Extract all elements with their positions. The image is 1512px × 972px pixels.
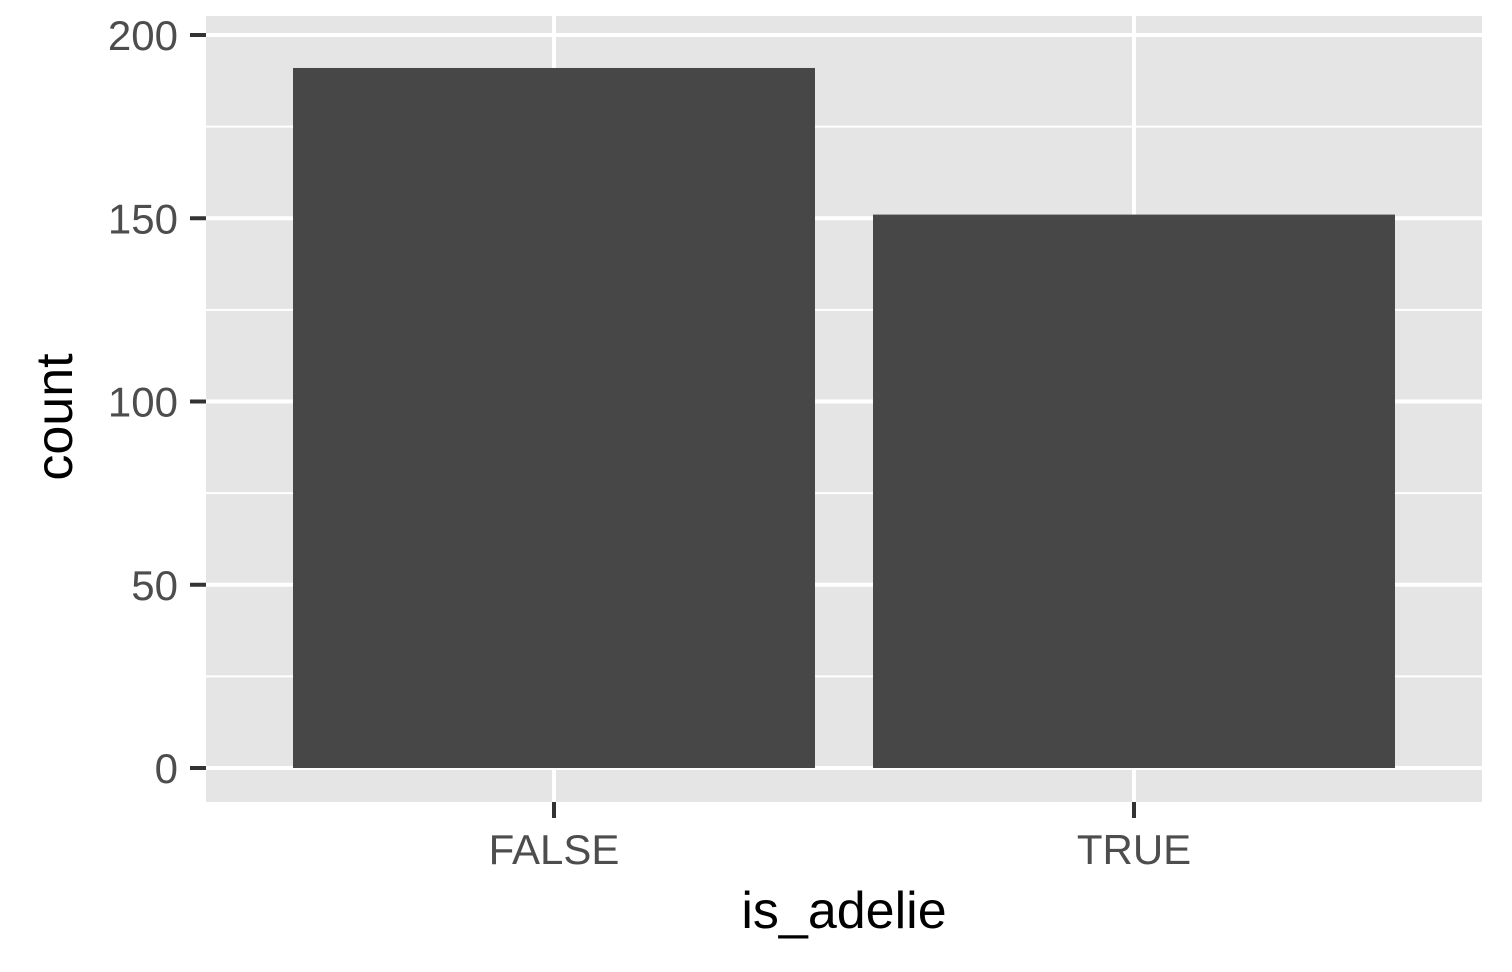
x-axis: FALSE TRUE [489,802,1191,873]
x-axis-title: is_adelie [741,882,946,940]
y-tick-label: 150 [108,195,178,242]
y-tick-label: 0 [155,745,178,792]
y-axis-title: count [26,353,84,481]
y-tick-label: 100 [108,379,178,426]
y-tick-label: 200 [108,12,178,59]
x-tick-label: TRUE [1077,826,1191,873]
bar-true [873,214,1395,768]
bars [293,67,1395,769]
y-axis: 0 50 100 150 200 [108,12,206,792]
y-tick-label: 50 [131,562,178,609]
bar-false [293,67,815,769]
x-tick-label: FALSE [489,826,620,873]
